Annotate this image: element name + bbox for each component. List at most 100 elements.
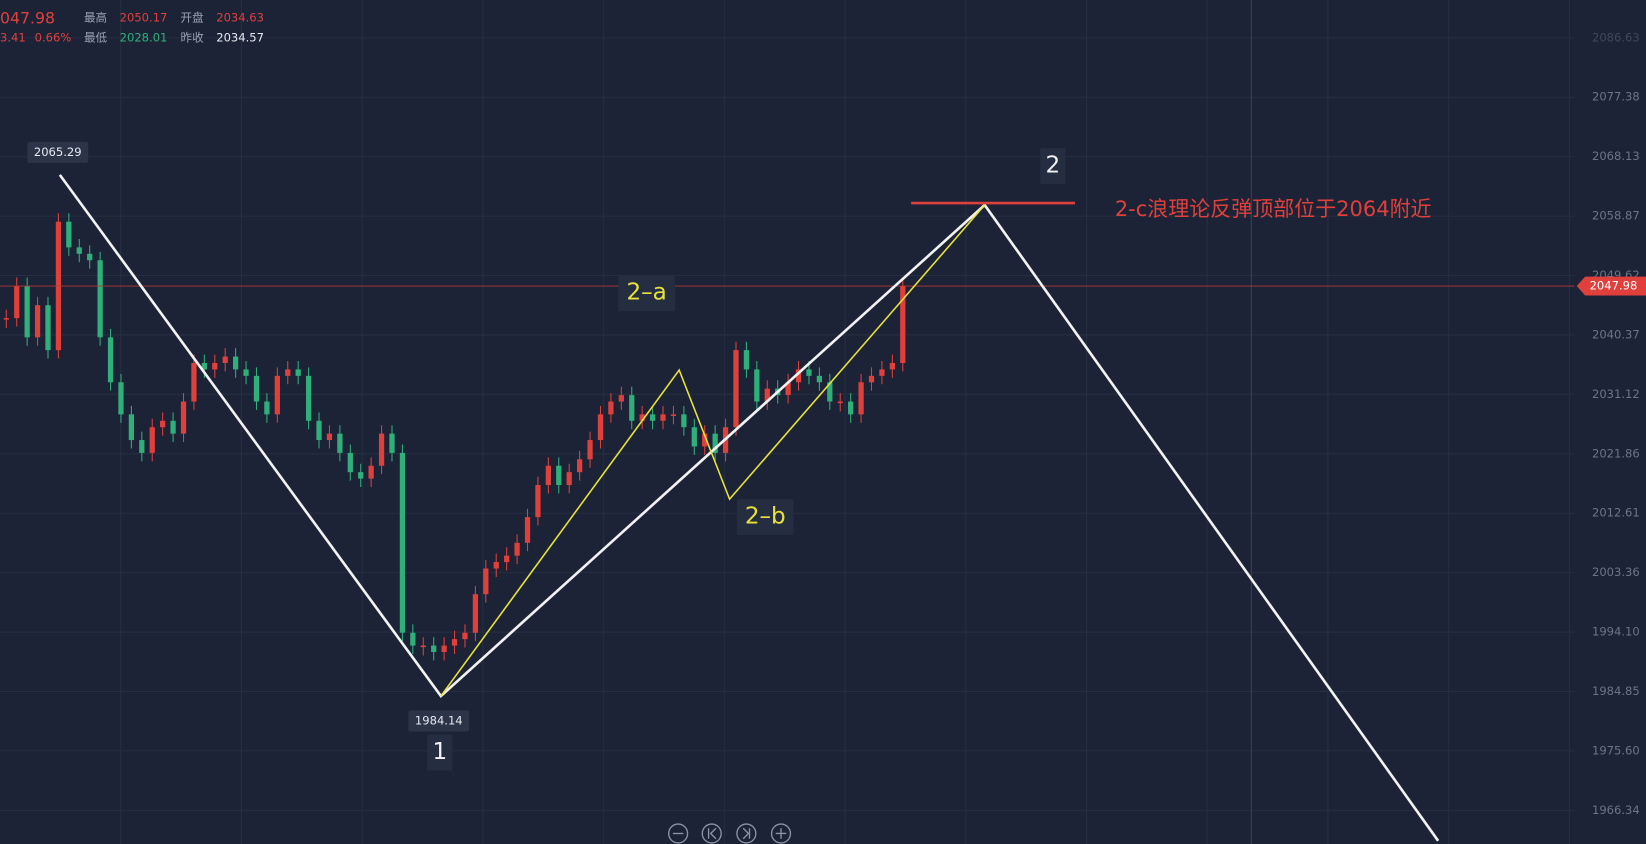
candle <box>681 414 687 428</box>
price-marker-box <box>408 710 470 732</box>
candle <box>733 350 739 428</box>
scroll-start[interactable] <box>701 823 722 844</box>
candle <box>14 285 20 319</box>
candle <box>97 260 103 338</box>
candle <box>545 465 551 486</box>
price-marker-label: 1984.14 <box>415 714 463 728</box>
candle <box>618 395 624 402</box>
y-tick-label: 1966.34 <box>1592 803 1640 817</box>
annotation: 2-c浪理论反弹顶部位于2064附近 <box>1115 197 1432 221</box>
candle <box>358 472 364 479</box>
yellow-wave <box>440 204 986 697</box>
candle <box>389 433 395 453</box>
candle <box>868 375 875 383</box>
candle <box>274 375 280 415</box>
candle <box>285 369 291 376</box>
candle <box>180 401 187 434</box>
last-price: 047.98 <box>0 8 55 27</box>
candle <box>504 555 510 563</box>
y-tick-label: 1994.10 <box>1592 625 1640 639</box>
value: 2028.01 <box>120 30 168 44</box>
label-box <box>427 734 453 771</box>
candle <box>743 350 750 370</box>
candle <box>212 362 218 370</box>
wave-label: 2–b <box>745 504 786 530</box>
candle <box>472 594 479 633</box>
label-box <box>736 499 794 535</box>
candle <box>305 375 312 421</box>
candle <box>253 375 260 402</box>
y-tick-label: 2068.13 <box>1592 149 1640 163</box>
candle <box>399 452 406 633</box>
candle <box>514 542 520 556</box>
candle <box>712 433 718 453</box>
candle <box>889 362 895 370</box>
candle <box>201 362 207 370</box>
label: 最低 <box>84 30 108 44</box>
candle <box>649 414 656 421</box>
zoom-in[interactable] <box>770 823 792 844</box>
candle <box>337 433 343 453</box>
candle <box>524 517 531 543</box>
candle <box>118 382 124 415</box>
y-tick-label: 2031.12 <box>1592 387 1640 401</box>
wave-label: 2 <box>1046 153 1061 179</box>
candle <box>691 427 697 447</box>
candle <box>816 375 823 383</box>
wave-label: 1 <box>432 739 447 765</box>
y-tick-label: 1984.85 <box>1592 684 1640 698</box>
candle <box>451 639 458 646</box>
candle <box>785 382 791 396</box>
price-marker-box <box>27 141 89 163</box>
candle <box>420 645 426 648</box>
label: 昨收 <box>181 30 205 44</box>
change-pct: 0.66% <box>35 30 72 44</box>
candle <box>243 369 249 376</box>
candle <box>76 247 82 254</box>
y-tick-label: 2077.38 <box>1592 90 1640 104</box>
change: 3.41 <box>0 30 26 44</box>
price-marker-label: 2065.29 <box>34 145 82 159</box>
candle <box>368 465 374 479</box>
candle <box>597 414 604 441</box>
candle <box>535 485 541 518</box>
candle <box>347 452 353 473</box>
candle <box>848 401 854 415</box>
label-box <box>618 275 675 312</box>
candle <box>3 318 9 320</box>
zoom-controls <box>668 823 792 844</box>
candle <box>827 382 833 402</box>
candle <box>629 395 635 421</box>
candle <box>326 433 333 441</box>
y-tick-label: 2021.86 <box>1592 446 1640 460</box>
candle <box>702 433 708 447</box>
value: 2050.17 <box>120 10 168 24</box>
header: 047.98 3.41 0.66% 最高 2050.17 开盘 2034.63 … <box>0 8 264 44</box>
candle <box>660 414 666 421</box>
candle <box>233 356 239 370</box>
scroll-end[interactable] <box>736 823 757 844</box>
white-wave <box>58 174 1440 842</box>
candle <box>806 369 812 376</box>
candle <box>107 337 114 383</box>
candle <box>222 356 228 363</box>
candle <box>24 285 30 338</box>
candle <box>879 369 885 376</box>
y-tick-label: 2086.63 <box>1592 30 1640 44</box>
candle <box>170 420 176 434</box>
label: 最高 <box>84 10 107 24</box>
candle <box>795 369 802 383</box>
price-tag <box>1576 276 1646 296</box>
candle <box>587 440 593 460</box>
candle <box>87 253 93 261</box>
candle <box>900 285 906 363</box>
candle <box>149 427 155 453</box>
candle <box>139 440 145 453</box>
candle <box>837 401 843 404</box>
candle <box>493 562 499 569</box>
candle <box>670 414 677 416</box>
candle <box>858 382 864 415</box>
zoom-out[interactable] <box>668 823 689 844</box>
